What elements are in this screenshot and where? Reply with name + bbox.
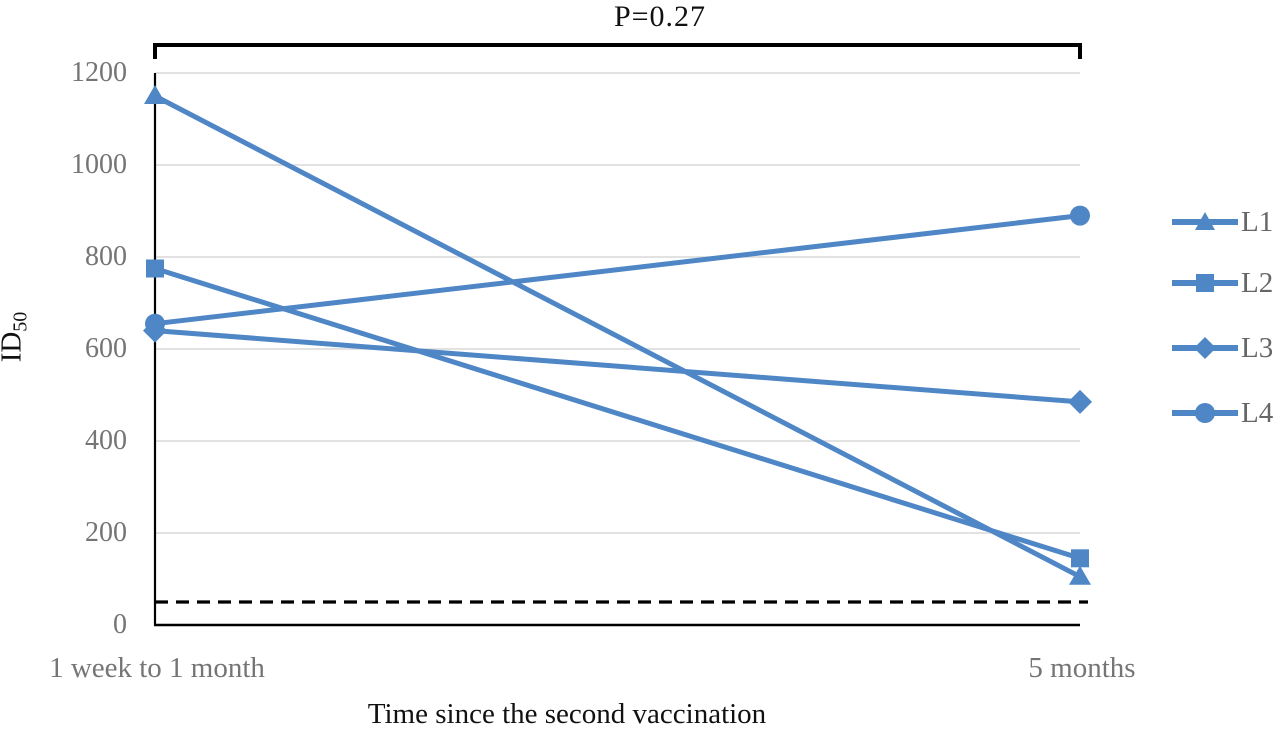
x-category-label: 5 months — [1028, 652, 1136, 684]
series-marker-L1-0 — [144, 85, 166, 104]
y-tick-label: 600 — [85, 333, 127, 364]
series-marker-L4-1 — [1070, 205, 1090, 226]
y-tick-label: 1200 — [71, 57, 127, 88]
series-marker-L2-1 — [1071, 549, 1089, 568]
y-axis-title: ID50 — [0, 312, 33, 363]
y-tick-label: 400 — [85, 425, 127, 456]
legend-triangle-glyph — [1195, 212, 1215, 230]
legend-label: L2 — [1241, 266, 1274, 299]
series-marker-L4-0 — [145, 313, 165, 334]
series-line-L2 — [154, 266, 1081, 561]
circle-marker-icon — [1172, 403, 1238, 423]
legend-label: L4 — [1241, 396, 1274, 429]
triangle-marker-icon — [1172, 212, 1238, 230]
series-line-L3 — [154, 328, 1081, 405]
legend-label: L1 — [1241, 205, 1274, 238]
legend-item-L4: L4 — [1172, 395, 1273, 431]
series-marker-L2-0 — [146, 259, 164, 278]
y-axis-title-main: ID — [0, 331, 28, 363]
y-tick-label: 1000 — [71, 149, 127, 180]
legend-label: L3 — [1241, 331, 1274, 364]
series-marker-L1-1 — [1069, 565, 1091, 585]
series-line-L4 — [154, 213, 1081, 327]
legend-circle-glyph — [1195, 403, 1215, 423]
p-value-annotation: P=0.27 — [613, 0, 707, 33]
x-category-label: 1 week to 1 month — [49, 652, 265, 684]
significance-bracket — [153, 43, 1082, 59]
y-tick-label: 0 — [113, 609, 127, 640]
legend-item-L1: L1 — [1172, 204, 1273, 240]
legend-item-L2: L2 — [1172, 265, 1273, 301]
legend-item-L3: L3 — [1172, 330, 1273, 366]
y-tick-label: 200 — [85, 517, 127, 548]
legend-square-glyph — [1196, 274, 1214, 292]
series-marker-L3-1 — [1068, 389, 1092, 414]
y-axis-title-subscript: 50 — [9, 311, 32, 332]
y-tick-label: 800 — [85, 241, 127, 272]
x-axis-title: Time since the second vaccination — [367, 698, 767, 730]
diamond-marker-icon — [1172, 337, 1238, 359]
legend: L1 L2 L3 L4 — [1166, 0, 1280, 734]
legend-diamond-glyph — [1194, 337, 1216, 359]
series-line-L1 — [153, 93, 1082, 579]
square-marker-icon — [1172, 274, 1238, 292]
